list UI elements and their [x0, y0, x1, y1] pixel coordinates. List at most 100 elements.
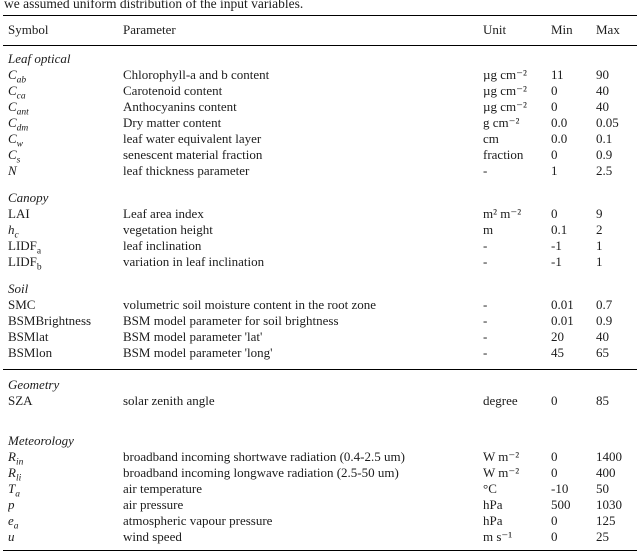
table-row: p air pressure hPa 500 1030: [3, 497, 637, 513]
parameter-cell: volumetric soil moisture content in the …: [123, 297, 377, 312]
unit-cell: m s⁻¹: [483, 529, 513, 544]
unit-cell: °C: [483, 481, 497, 496]
symbol-cell: Cw: [8, 131, 123, 147]
parameter-cell: leaf water equivalent layer: [123, 131, 262, 146]
section-title: Meteorology: [8, 433, 74, 448]
symbol-cell: hc: [8, 222, 123, 238]
table-row: Cca Carotenoid content µg cm⁻² 0 40: [3, 83, 637, 99]
table-row: Cab Chlorophyll-a and b content µg cm⁻² …: [3, 67, 637, 83]
symbol-cell: LAI: [8, 206, 123, 222]
symbol-cell: Cca: [8, 83, 123, 99]
section-heading: Leaf optical: [3, 51, 637, 67]
parameter-cell: atmospheric vapour pressure: [123, 513, 273, 528]
min-cell: -10: [551, 481, 569, 496]
symbol-subscript: b: [36, 262, 42, 270]
section-heading: Canopy: [3, 190, 637, 206]
section-divider-rule: [3, 369, 637, 370]
max-cell: 2.5: [596, 163, 613, 178]
parameter-cell: broadband incoming shortwave radiation (…: [123, 449, 405, 464]
unit-cell: -: [483, 329, 488, 344]
symbol-cell: SZA: [8, 393, 123, 409]
symbol-text: N: [8, 163, 17, 178]
symbol-text: SMC: [8, 297, 36, 312]
symbol-text: R: [8, 449, 16, 464]
symbol-subscript: a: [15, 489, 20, 497]
symbol-cell: u: [8, 529, 123, 545]
unit-cell: m: [483, 222, 494, 237]
symbol-subscript: w: [16, 139, 24, 147]
header-unit: Unit: [483, 22, 507, 37]
symbol-text: C: [8, 83, 17, 98]
symbol-cell: Cs: [8, 147, 123, 163]
section-title: Leaf optical: [8, 51, 71, 66]
unit-cell: -: [483, 163, 488, 178]
symbol-text: e: [8, 513, 14, 528]
unit-cell: -: [483, 313, 488, 328]
section-heading: Soil: [3, 281, 637, 297]
header-parameter: Parameter: [123, 22, 176, 37]
symbol-cell: SMC: [8, 297, 123, 313]
parameter-cell: vegetation height: [123, 222, 213, 237]
table-row: BSMlon BSM model parameter 'long' - 45 6…: [3, 345, 637, 361]
table-row: SZA solar zenith angle degree 0 85: [3, 393, 637, 409]
symbol-text: R: [8, 465, 16, 480]
max-cell: 0.7: [596, 297, 613, 312]
max-cell: 65: [596, 345, 609, 360]
table-row: hc vegetation height m 0.1 2: [3, 222, 637, 238]
symbol-text: C: [8, 115, 17, 130]
table-row: BSMBrightness BSM model parameter for so…: [3, 313, 637, 329]
table-row: Cw leaf water equivalent layer cm 0.0 0.…: [3, 131, 637, 147]
parameter-cell: BSM model parameter 'long': [123, 345, 273, 360]
parameter-cell: Leaf area index: [123, 206, 204, 221]
table-row: u wind speed m s⁻¹ 0 25: [3, 529, 637, 545]
min-cell: 11: [551, 67, 564, 82]
table-body: Leaf optical Cab Chlorophyll-a and b con…: [3, 51, 637, 545]
unit-cell: hPa: [483, 513, 503, 528]
table-row: Cant Anthocyanins content µg cm⁻² 0 40: [3, 99, 637, 115]
symbol-subscript: ab: [16, 75, 27, 83]
symbol-cell: Ta: [8, 481, 123, 497]
symbol-cell: Rin: [8, 449, 123, 465]
symbol-cell: N: [8, 163, 123, 179]
unit-cell: µg cm⁻²: [483, 83, 527, 98]
parameter-cell: senescent material fraction: [123, 147, 263, 162]
symbol-cell: Cdm: [8, 115, 123, 131]
symbol-text: LIDF: [8, 254, 37, 269]
max-cell: 0.9: [596, 313, 613, 328]
parameter-cell: air temperature: [123, 481, 203, 496]
symbol-text: h: [8, 222, 15, 237]
symbol-cell: Cant: [8, 99, 123, 115]
parameter-cell: leaf thickness parameter: [123, 163, 250, 178]
parameter-cell: BSM model parameter 'lat': [123, 329, 263, 344]
symbol-subscript: ant: [16, 107, 29, 115]
symbol-text: SZA: [8, 393, 33, 408]
max-cell: 40: [596, 83, 609, 98]
symbol-text: LAI: [8, 206, 30, 221]
max-cell: 0.9: [596, 147, 613, 162]
unit-cell: m² m⁻²: [483, 206, 522, 221]
symbol-text: C: [8, 67, 17, 82]
section-title: Canopy: [8, 190, 49, 205]
symbol-subscript: in: [15, 457, 24, 465]
parameter-cell: Anthocyanins content: [123, 99, 237, 114]
header-symbol: Symbol: [8, 22, 49, 37]
min-cell: 0: [551, 99, 558, 114]
parameter-cell: solar zenith angle: [123, 393, 215, 408]
min-cell: 45: [551, 345, 564, 360]
min-cell: 500: [551, 497, 571, 512]
max-cell: 400: [596, 465, 616, 480]
symbol-cell: Cab: [8, 67, 123, 83]
max-cell: 1030: [596, 497, 622, 512]
table-row: N leaf thickness parameter - 1 2.5: [3, 163, 637, 179]
table-row: SMC volumetric soil moisture content in …: [3, 297, 637, 313]
symbol-subscript: s: [16, 155, 21, 163]
symbol-subscript: a: [36, 246, 42, 254]
max-cell: 125: [596, 513, 616, 528]
max-cell: 85: [596, 393, 609, 408]
symbol-text: C: [8, 147, 17, 162]
intro-text: we assumed uniform distribution of the i…: [4, 0, 304, 11]
symbol-cell: BSMlon: [8, 345, 123, 361]
symbol-text: C: [8, 131, 17, 146]
symbol-subscript: c: [14, 230, 19, 238]
max-cell: 25: [596, 529, 609, 544]
